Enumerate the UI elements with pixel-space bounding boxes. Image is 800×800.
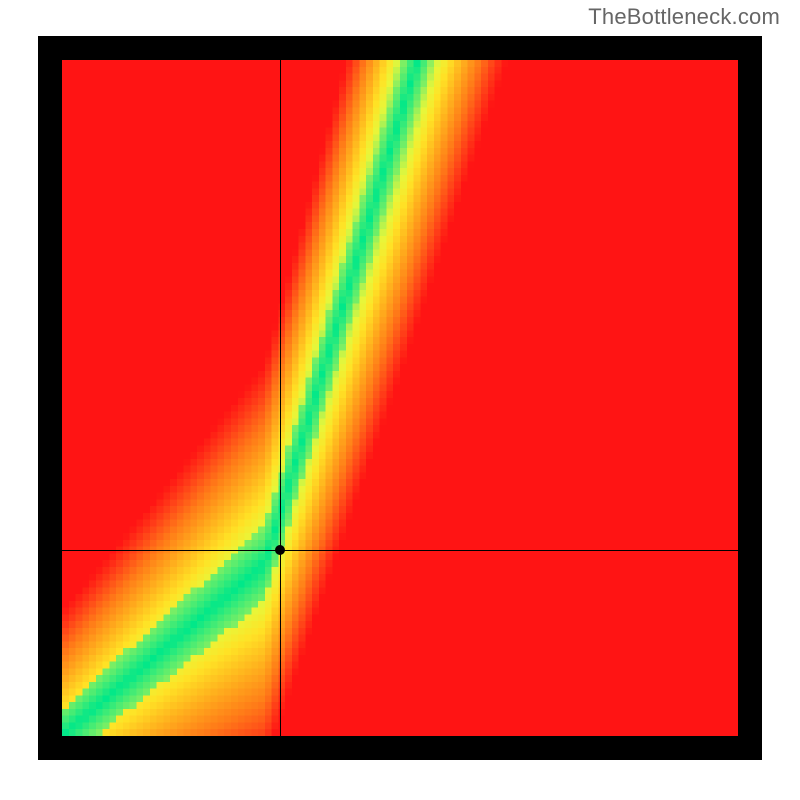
- plot-area: [62, 60, 738, 736]
- watermark-text: TheBottleneck.com: [588, 4, 780, 30]
- heatmap-canvas: [62, 60, 738, 736]
- plot-frame: [38, 36, 762, 760]
